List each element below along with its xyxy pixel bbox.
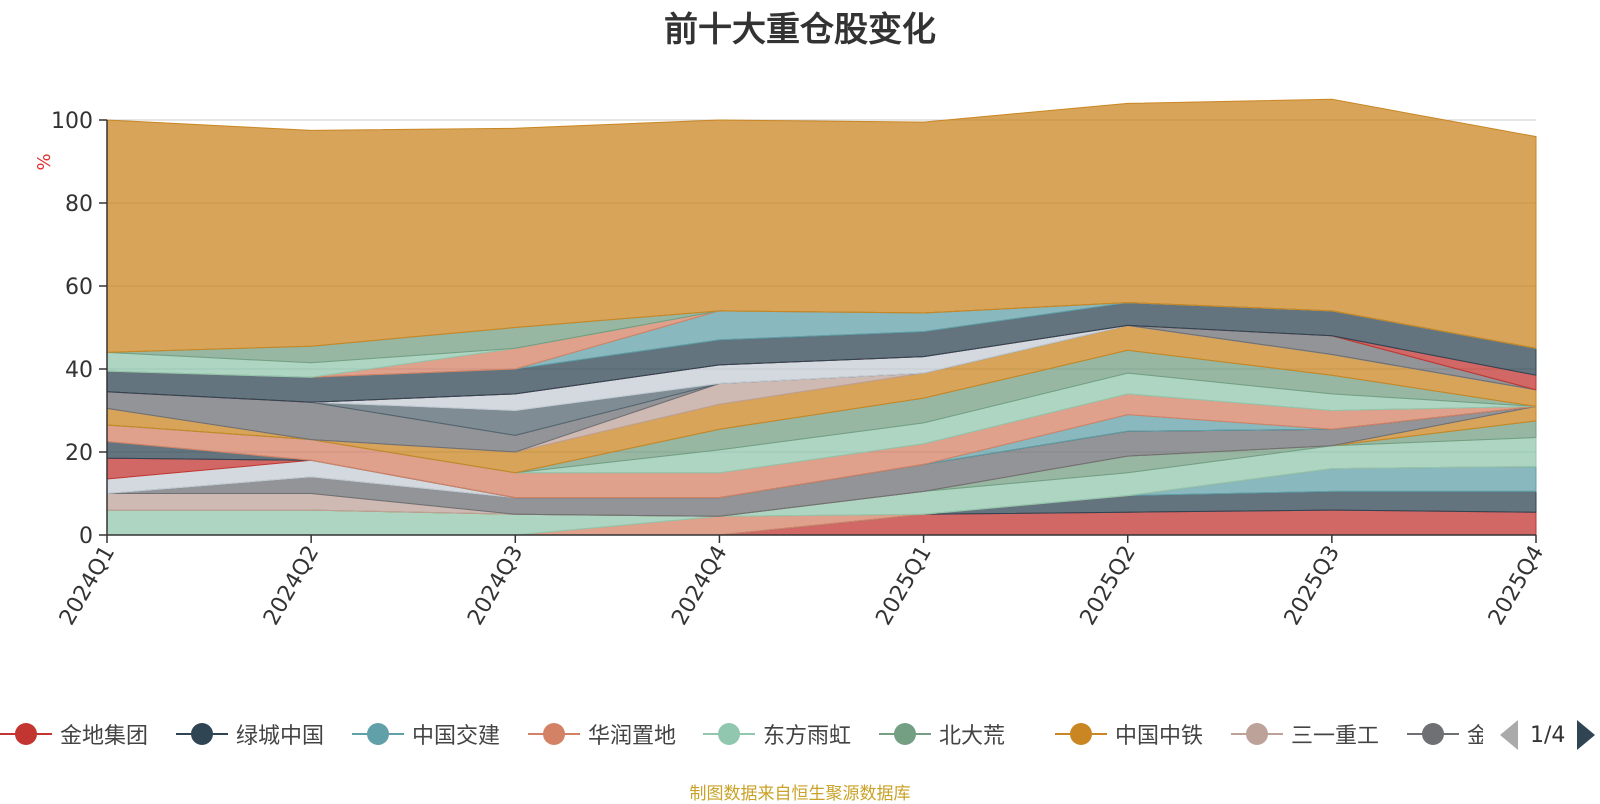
legend-label: 金地集团 [60, 724, 149, 749]
x-tick-label: 2024Q2 [259, 542, 324, 630]
legend-marker-icon [1407, 722, 1459, 746]
y-axis-unit: % [34, 153, 55, 170]
y-tick-label: 40 [65, 358, 93, 383]
x-ticks: 2024Q1 2024Q2 2024Q3 2024Q4 2025Q1 2025Q2 2025… [55, 535, 1549, 630]
legend-item[interactable]: 三一重工 [1231, 712, 1379, 756]
legend-item[interactable]: 中国交建 [352, 712, 500, 756]
legend-page-indicator: 1/4 [1530, 722, 1566, 748]
y-ticks: 0 20 40 60 80 100 [51, 109, 107, 549]
legend-label: 华润置地 [588, 724, 677, 749]
x-tick-label: 2025Q2 [1076, 542, 1141, 630]
y-tick-label: 60 [65, 275, 93, 300]
legend-item[interactable]: 金地集团 [0, 712, 148, 756]
y-tick-label: 20 [65, 441, 93, 466]
legend-item[interactable]: 绿城中国 [176, 712, 324, 756]
legend-label: 三一重工 [1291, 724, 1380, 749]
stacked-areas [106, 98, 1537, 536]
x-tick-label: 2025Q1 [871, 542, 936, 630]
x-tick-label: 2025Q4 [1484, 542, 1549, 630]
axes [106, 120, 1536, 536]
x-tick-label: 2024Q3 [463, 542, 528, 630]
legend-label: 金融街 [1467, 724, 1483, 749]
legend-label: 北大荒 [939, 724, 1006, 749]
legend-marker-icon [0, 722, 52, 746]
legend-item[interactable]: 北大荒 [879, 712, 1005, 756]
y-tick-label: 100 [51, 109, 93, 134]
x-tick-label: 2024Q4 [667, 542, 732, 630]
legend-marker-icon [703, 722, 755, 746]
legend-item[interactable]: 华润置地 [528, 712, 676, 756]
legend-item[interactable]: 东方雨虹 [703, 712, 851, 756]
x-tick-label: 2025Q3 [1280, 542, 1345, 630]
legend: 金地集团 绿城中国 中国交建 华润置地 东方雨虹 北大荒 中国中铁 三一重工 金融街 [0, 712, 1483, 756]
x-tick-label: 2024Q1 [55, 542, 120, 630]
legend-marker-icon [176, 722, 228, 746]
prev-page-icon[interactable] [1500, 720, 1518, 750]
area-series-其他 [106, 98, 1537, 353]
legend-label: 绿城中国 [236, 724, 325, 749]
legend-label: 中国交建 [412, 724, 501, 749]
legend-marker-icon [352, 722, 404, 746]
legend-label: 东方雨虹 [763, 724, 852, 749]
legend-item[interactable]: 金融街 [1407, 712, 1483, 756]
legend-marker-icon [1231, 722, 1283, 746]
chart-title: 前十大重仓股变化 [664, 10, 936, 50]
legend-item[interactable]: 中国中铁 [1055, 712, 1203, 756]
source-note: 制图数据来自恒生聚源数据库 [689, 784, 911, 804]
y-tick-label: 80 [65, 192, 93, 217]
next-page-icon[interactable] [1577, 720, 1596, 750]
legend-marker-icon [528, 722, 580, 746]
legend-marker-icon [879, 722, 931, 746]
legend-pager: 1/4 [1500, 715, 1596, 755]
y-tick-label: 0 [79, 524, 93, 549]
legend-marker-icon [1055, 722, 1107, 746]
legend-label: 中国中铁 [1115, 724, 1204, 749]
